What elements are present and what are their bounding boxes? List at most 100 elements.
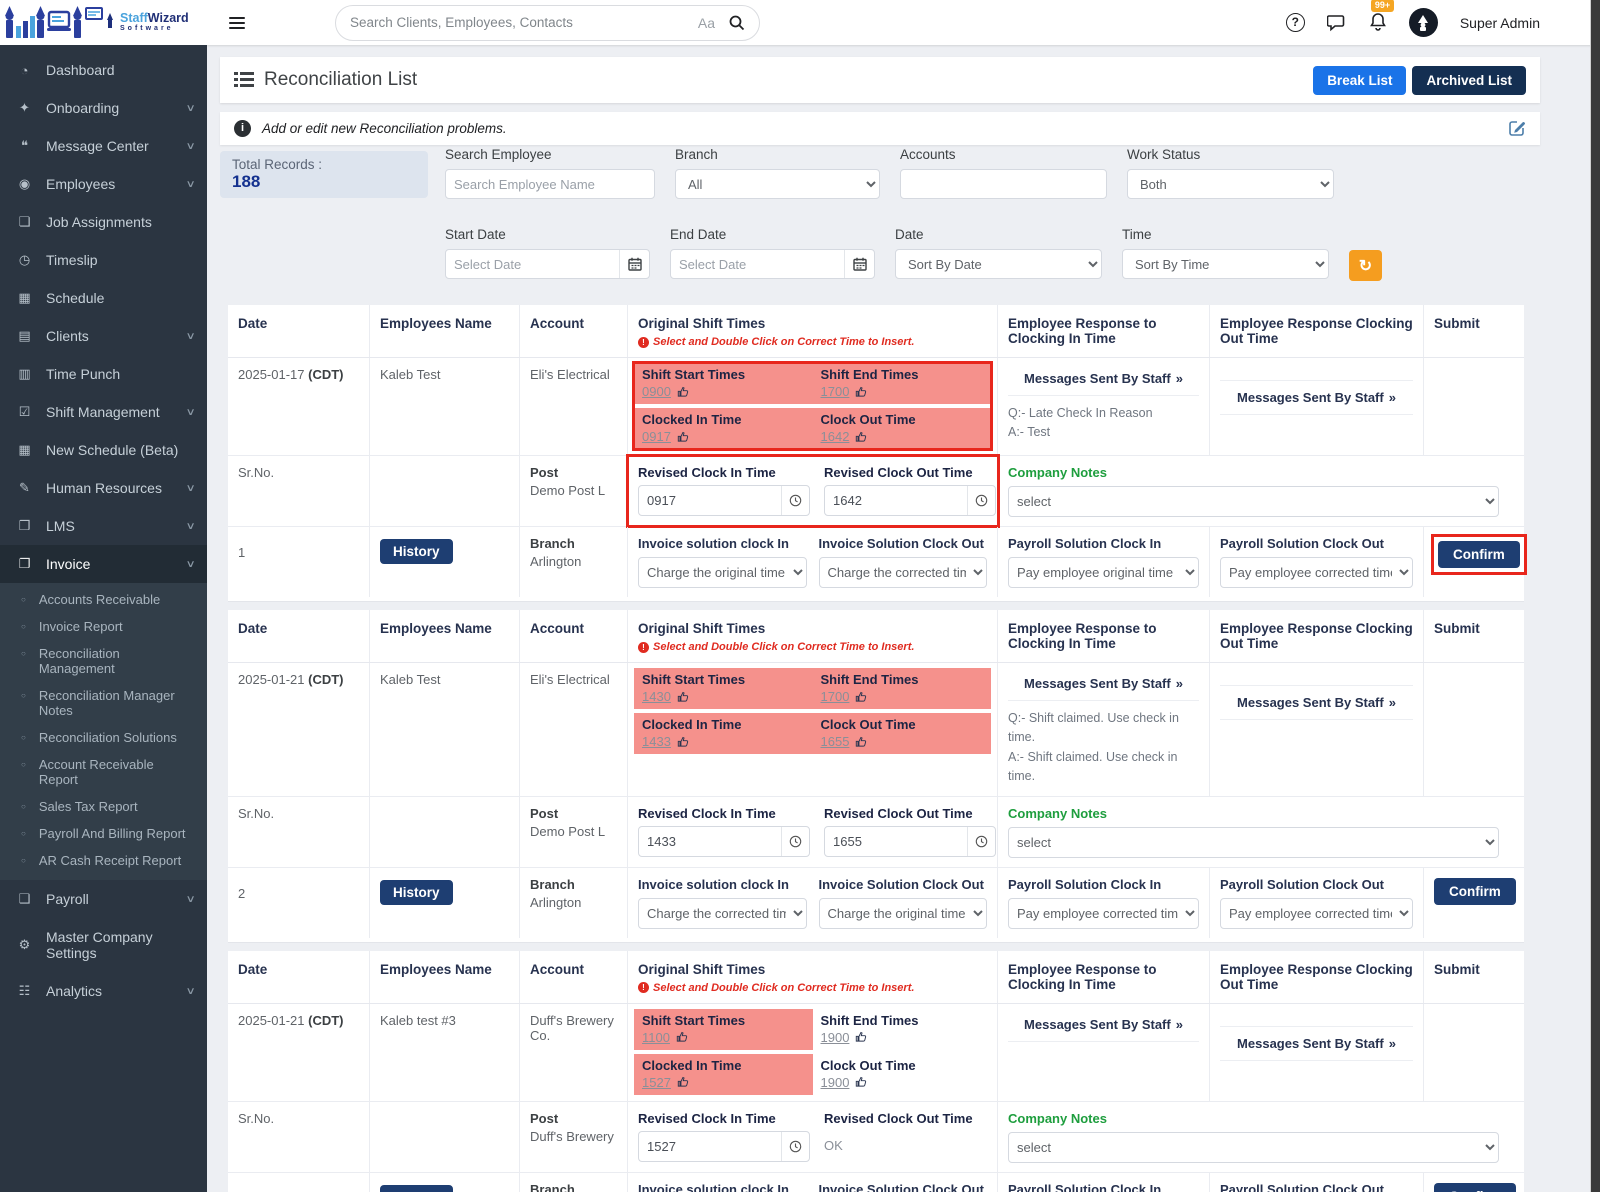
payroll-solution-clock-out-select[interactable]: Pay employee corrected time	[1220, 897, 1413, 929]
messages-sent-by-staff-link[interactable]: Messages Sent By Staff»	[1008, 367, 1199, 396]
history-button[interactable]: History	[380, 1184, 453, 1192]
date-sort-select[interactable]: Sort By Date	[895, 249, 1102, 279]
global-search-input[interactable]	[350, 15, 698, 30]
avatar[interactable]	[1408, 8, 1438, 37]
thumbs-up-icon[interactable]	[855, 431, 867, 443]
messages-sent-by-staff-link[interactable]: Messages Sent By Staff»	[1008, 1013, 1199, 1042]
sidebar-item-schedule[interactable]: ▦ Schedule	[0, 279, 207, 317]
confirm-button[interactable]: Confirm	[1438, 541, 1520, 568]
sidebar-item-account-receivable-report[interactable]: ○ Account Receivable Report	[21, 757, 154, 787]
thumbs-up-icon[interactable]	[677, 691, 689, 703]
shift-end-time-link[interactable]: 1700	[820, 689, 850, 704]
clocked-in-time-link[interactable]: 1433	[642, 734, 671, 749]
invoice-solution-clock-out-select[interactable]: Charge the corrected time	[818, 557, 987, 588]
search-employee-input[interactable]	[445, 169, 655, 199]
thumbs-up-icon[interactable]	[676, 1031, 688, 1043]
calendar-icon[interactable]	[619, 250, 649, 278]
time-sort-select[interactable]: Sort By Time	[1122, 249, 1329, 279]
clock-out-time-link[interactable]: 1642	[820, 429, 850, 444]
history-button[interactable]: History	[380, 539, 453, 564]
sidebar-item-reconciliation-manager-notes[interactable]: ○ Reconciliation Manager Notes	[21, 688, 175, 718]
hamburger-menu-icon[interactable]	[229, 14, 245, 32]
revised-clock-in-input[interactable]	[639, 1131, 781, 1161]
break-list-button[interactable]: Break List	[1313, 65, 1407, 95]
sidebar-item-ar-cash-receipt-report[interactable]: ○ AR Cash Receipt Report	[21, 853, 182, 868]
sidebar-item-analytics[interactable]: ☷ Analytics ∨	[0, 972, 207, 1010]
archived-list-button[interactable]: Archived List	[1412, 65, 1526, 95]
messages-sent-by-staff-link[interactable]: Messages Sent By Staff»	[1008, 672, 1199, 701]
clock-icon[interactable]	[781, 486, 809, 515]
sidebar-item-onboarding[interactable]: ✦ Onboarding ∨	[0, 89, 207, 127]
refresh-button[interactable]: ↻	[1349, 250, 1382, 281]
thumbs-up-icon[interactable]	[855, 691, 867, 703]
messages-sent-by-staff-link[interactable]: Messages Sent By Staff»	[1220, 685, 1413, 720]
revised-clock-in-input[interactable]	[639, 826, 781, 856]
clock-icon[interactable]	[781, 826, 809, 856]
work-status-select[interactable]: Both	[1127, 169, 1334, 199]
thumbs-up-icon[interactable]	[855, 386, 867, 398]
sidebar-item-reconciliation-solutions[interactable]: ○ Reconciliation Solutions	[21, 730, 177, 745]
username[interactable]: Super Admin	[1459, 14, 1540, 31]
clock-icon[interactable]	[967, 486, 995, 515]
thumbs-up-icon[interactable]	[855, 1076, 867, 1088]
logo[interactable]: StaffWizard Software	[0, 0, 207, 45]
sidebar-item-lms[interactable]: ❒ LMS ∨	[0, 507, 207, 545]
thumbs-up-icon[interactable]	[677, 736, 689, 748]
sidebar-item-time-punch[interactable]: ▥ Time Punch	[0, 355, 207, 393]
clock-icon[interactable]	[967, 826, 995, 856]
revised-clock-out-input[interactable]	[825, 826, 967, 856]
invoice-solution-clock-out-select[interactable]: Charge the original time	[818, 897, 987, 929]
sidebar-item-master-company-settings[interactable]: ⚙ Master Company Settings	[0, 918, 207, 972]
sidebar-item-dashboard[interactable]: ◔ Dashboard	[0, 51, 207, 89]
sidebar-item-human-resources[interactable]: ✎ Human Resources ∨	[0, 469, 207, 507]
invoice-solution-clock-in-select[interactable]: Charge the corrected time	[638, 897, 807, 929]
clocked-in-time-link[interactable]: 0917	[642, 429, 671, 444]
payroll-solution-clock-in-select[interactable]: Pay employee corrected time	[1008, 897, 1199, 929]
clock-out-time-link[interactable]: 1900	[820, 1074, 850, 1090]
payroll-solution-clock-in-select[interactable]: Pay employee original time	[1008, 557, 1199, 588]
calendar-icon[interactable]	[844, 250, 874, 278]
sidebar-item-payroll-and-billing-report[interactable]: ○ Payroll And Billing Report	[21, 826, 186, 841]
end-date-input[interactable]	[671, 250, 844, 278]
sidebar-item-shift-management[interactable]: ☑ Shift Management ∨	[0, 393, 207, 431]
branch-select[interactable]: All	[675, 169, 880, 199]
revised-clock-in-input[interactable]	[639, 486, 781, 515]
revised-clock-out-input[interactable]	[825, 486, 967, 515]
sidebar-item-new-schedule-beta[interactable]: ▦ New Schedule (Beta)	[0, 431, 207, 469]
thumbs-up-icon[interactable]	[855, 1031, 867, 1043]
sidebar-item-timeslip[interactable]: ◷ Timeslip	[0, 241, 207, 279]
clock-out-time-link[interactable]: 1655	[820, 734, 850, 749]
accounts-input[interactable]	[900, 169, 1107, 199]
clock-icon[interactable]	[781, 1131, 809, 1161]
messages-sent-by-staff-link[interactable]: Messages Sent By Staff»	[1220, 380, 1413, 415]
start-date-input[interactable]	[446, 250, 619, 278]
company-notes-select[interactable]: select	[1008, 826, 1499, 858]
global-search[interactable]: Aa	[335, 4, 760, 41]
invoice-solution-clock-in-select[interactable]: Charge the original time	[638, 557, 807, 588]
confirm-button[interactable]: Confirm	[1434, 877, 1516, 905]
sidebar-item-employees[interactable]: ◉ Employees ∨	[0, 165, 207, 203]
window-scrollbar[interactable]	[1590, 0, 1600, 1192]
sidebar-item-payroll[interactable]: ❑ Payroll ∨	[0, 880, 207, 918]
shift-end-time-link[interactable]: 1900	[820, 1029, 850, 1045]
company-notes-select[interactable]: select	[1008, 486, 1499, 517]
payroll-solution-clock-out-select[interactable]: Pay employee corrected time	[1220, 557, 1413, 588]
thumbs-up-icon[interactable]	[855, 736, 867, 748]
shift-start-time-link[interactable]: 0900	[642, 384, 671, 399]
help-icon[interactable]	[1285, 13, 1305, 32]
sidebar-item-message-center[interactable]: ❝ Message Center ∨	[0, 127, 207, 165]
sidebar-item-reconciliation-management[interactable]: ○ Reconciliation Management	[21, 646, 120, 676]
chat-icon[interactable]	[1326, 14, 1347, 32]
company-notes-select[interactable]: select	[1008, 1131, 1499, 1163]
thumbs-up-icon[interactable]	[677, 1076, 689, 1088]
sidebar-item-job-assignments[interactable]: ❏ Job Assignments	[0, 203, 207, 241]
search-icon[interactable]	[729, 15, 745, 31]
edit-icon[interactable]	[1507, 119, 1526, 138]
notifications-bell-icon[interactable]: 99+	[1369, 0, 1395, 34]
sidebar-item-clients[interactable]: ▤ Clients ∨	[0, 317, 207, 355]
history-button[interactable]: History	[380, 879, 453, 905]
sidebar-item-invoice[interactable]: ❐ Invoice ∨	[0, 545, 207, 583]
shift-start-time-link[interactable]: 1100	[642, 1029, 670, 1045]
shift-start-time-link[interactable]: 1430	[642, 689, 671, 704]
confirm-button[interactable]: Confirm	[1434, 1182, 1516, 1192]
